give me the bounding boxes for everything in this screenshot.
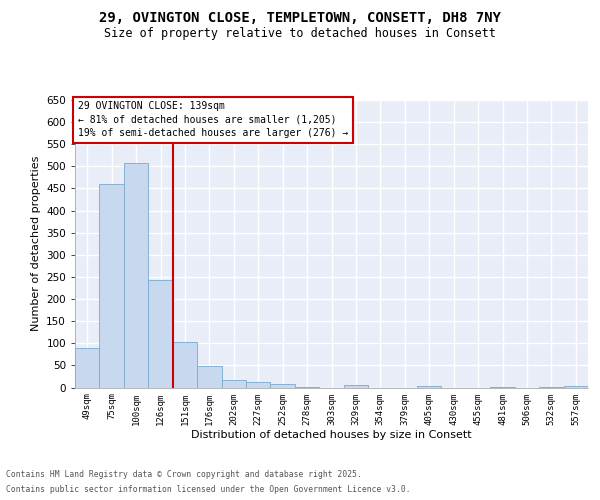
Bar [344,386,368,388]
Bar [246,382,271,388]
X-axis label: Distribution of detached houses by size in Consett: Distribution of detached houses by size … [191,430,472,440]
Y-axis label: Number of detached properties: Number of detached properties [31,156,41,332]
Text: 29, OVINGTON CLOSE, TEMPLETOWN, CONSETT, DH8 7NY: 29, OVINGTON CLOSE, TEMPLETOWN, CONSETT,… [99,11,501,25]
Bar [539,386,563,388]
Bar [148,280,173,388]
Bar [563,386,588,388]
Bar [197,366,221,388]
Bar [173,342,197,388]
Text: Size of property relative to detached houses in Consett: Size of property relative to detached ho… [104,28,496,40]
Text: Contains HM Land Registry data © Crown copyright and database right 2025.: Contains HM Land Registry data © Crown c… [6,470,362,479]
Bar [100,184,124,388]
Bar [417,386,442,388]
Bar [75,348,100,388]
Text: 29 OVINGTON CLOSE: 139sqm
← 81% of detached houses are smaller (1,205)
19% of se: 29 OVINGTON CLOSE: 139sqm ← 81% of detac… [77,102,348,138]
Bar [124,163,148,388]
Bar [271,384,295,388]
Text: Contains public sector information licensed under the Open Government Licence v3: Contains public sector information licen… [6,485,410,494]
Bar [221,380,246,388]
